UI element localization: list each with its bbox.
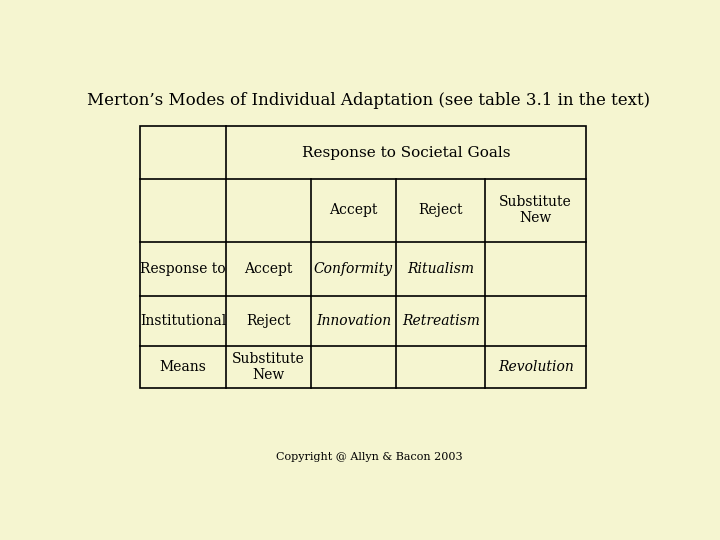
Text: Accept: Accept <box>244 262 292 276</box>
Text: Response to: Response to <box>140 262 226 276</box>
Text: Revolution: Revolution <box>498 360 574 374</box>
Text: Copyright @ Allyn & Bacon 2003: Copyright @ Allyn & Bacon 2003 <box>276 453 462 462</box>
Text: Response to Societal Goals: Response to Societal Goals <box>302 146 510 160</box>
Text: Merton’s Modes of Individual Adaptation (see table 3.1 in the text): Merton’s Modes of Individual Adaptation … <box>87 92 651 110</box>
Text: Ritualism: Ritualism <box>408 262 474 276</box>
Text: Retreatism: Retreatism <box>402 314 480 328</box>
Text: Conformity: Conformity <box>314 262 393 276</box>
Text: Reject: Reject <box>418 204 463 217</box>
Text: Substitute
New: Substitute New <box>499 195 572 225</box>
Text: Innovation: Innovation <box>316 314 391 328</box>
Text: Institutional: Institutional <box>140 314 226 328</box>
Text: Means: Means <box>160 360 207 374</box>
Text: Accept: Accept <box>329 204 378 217</box>
Text: Substitute
New: Substitute New <box>232 352 305 382</box>
Text: Reject: Reject <box>246 314 290 328</box>
